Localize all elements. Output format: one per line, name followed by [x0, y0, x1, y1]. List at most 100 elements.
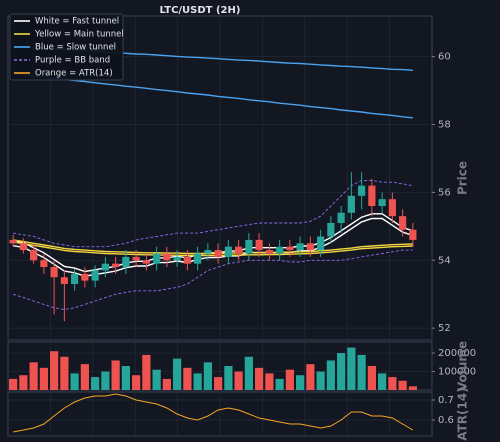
y-tick-label: 0.6 [438, 415, 454, 426]
volume-bar [316, 371, 325, 390]
chart-title: LTC/USDT (2H) [160, 5, 241, 16]
candle-body [235, 246, 243, 254]
y-tick-label: 56 [438, 187, 451, 198]
y-tick-label: 60 [438, 52, 451, 63]
candle-body [276, 246, 284, 254]
volume-bar [408, 386, 417, 390]
volume-bar [183, 367, 192, 390]
candle-body [163, 253, 171, 261]
atr-line [13, 393, 414, 433]
candle-body [337, 212, 345, 223]
y-tick-label: 100000 [438, 367, 476, 378]
volume-bar [91, 377, 100, 390]
volume-bar [296, 375, 305, 390]
legend-label: Orange = ATR(14) [35, 69, 113, 79]
volume-bar [132, 375, 141, 390]
candle-body [204, 250, 212, 254]
candle-body [378, 199, 386, 206]
volume-bar [214, 377, 223, 390]
volume-bar [121, 366, 130, 390]
candle-body [101, 263, 109, 271]
volume-bar [255, 367, 264, 390]
candle-body [122, 256, 130, 268]
legend: White = Fast tunnel Yellow = Main tunnel B… [9, 13, 124, 81]
overlay-line [13, 73, 413, 119]
candle-body [91, 270, 99, 281]
volume-bar [80, 364, 89, 390]
candle-body [306, 243, 314, 251]
candle-body [183, 256, 191, 264]
legend-label: Yellow = Main tunnel [34, 30, 124, 40]
volume-bar [152, 369, 161, 390]
volume-bar [173, 358, 182, 390]
volume-bar [367, 366, 376, 390]
candle-body [224, 246, 232, 257]
volume-bar [70, 373, 79, 390]
legend-label: Purple = BB band [35, 56, 110, 66]
volume-bar [265, 373, 274, 390]
volume-bar [337, 353, 346, 390]
candle-body [153, 253, 161, 264]
volume-bar [9, 378, 18, 390]
candle-body [142, 260, 150, 264]
volume-bar [60, 356, 69, 390]
y-tick-label: 52 [438, 323, 451, 334]
candle-body [60, 277, 68, 285]
volume-bar [162, 378, 171, 390]
volume-bar [224, 366, 233, 390]
candle-body [255, 239, 263, 251]
candle-body [9, 239, 17, 244]
candle-body [286, 246, 294, 251]
volume-bar [398, 380, 407, 390]
axis-label: ATR(14) [456, 387, 470, 440]
candle-body [173, 256, 181, 261]
candle-body [327, 222, 335, 237]
candle-body [194, 253, 202, 264]
volume-bar [39, 367, 48, 390]
overlay-line [12, 217, 414, 277]
volume-bar [244, 356, 253, 390]
volume-bar [388, 377, 397, 390]
volume-bar [193, 373, 202, 390]
overlay-line [12, 241, 413, 257]
volume-bar [203, 362, 212, 390]
candle-body [296, 243, 304, 251]
candle-body [30, 250, 38, 261]
candle-body [40, 260, 48, 268]
legend-label: Blue = Slow tunnel [35, 43, 116, 53]
candle-body [265, 250, 273, 254]
volume-bar [347, 347, 356, 390]
candle-body [358, 185, 366, 196]
volume-bar [306, 364, 315, 390]
volume-bar [357, 354, 366, 390]
volume-bar [326, 360, 335, 390]
candle-body [50, 267, 58, 278]
volume-bar [234, 371, 243, 390]
overlay-line [12, 239, 413, 255]
candle-body [245, 239, 253, 254]
candle-body [71, 273, 79, 285]
y-tick-label: 200000 [438, 348, 476, 359]
axis-label: Volume [456, 341, 470, 391]
y-tick-label: 58 [438, 120, 451, 131]
volume-bar [19, 375, 28, 390]
candle-body [409, 229, 417, 240]
overlay-line [12, 249, 413, 310]
volume-bar [142, 354, 151, 390]
axis-label: Price [456, 161, 470, 195]
candle-body [132, 256, 140, 261]
candle-body [368, 185, 376, 206]
volume-bar [285, 369, 294, 390]
candle-body [317, 236, 325, 251]
volume-bar [101, 371, 110, 390]
volume-bar [29, 362, 38, 390]
candle-body [19, 243, 27, 251]
legend-label: White = Fast tunnel [35, 17, 119, 27]
legend-box [9, 13, 124, 81]
candle-body [81, 273, 89, 281]
volume-bar [275, 378, 284, 390]
candle-body [112, 263, 120, 268]
candle-body [388, 199, 396, 217]
candle-body [347, 195, 355, 213]
